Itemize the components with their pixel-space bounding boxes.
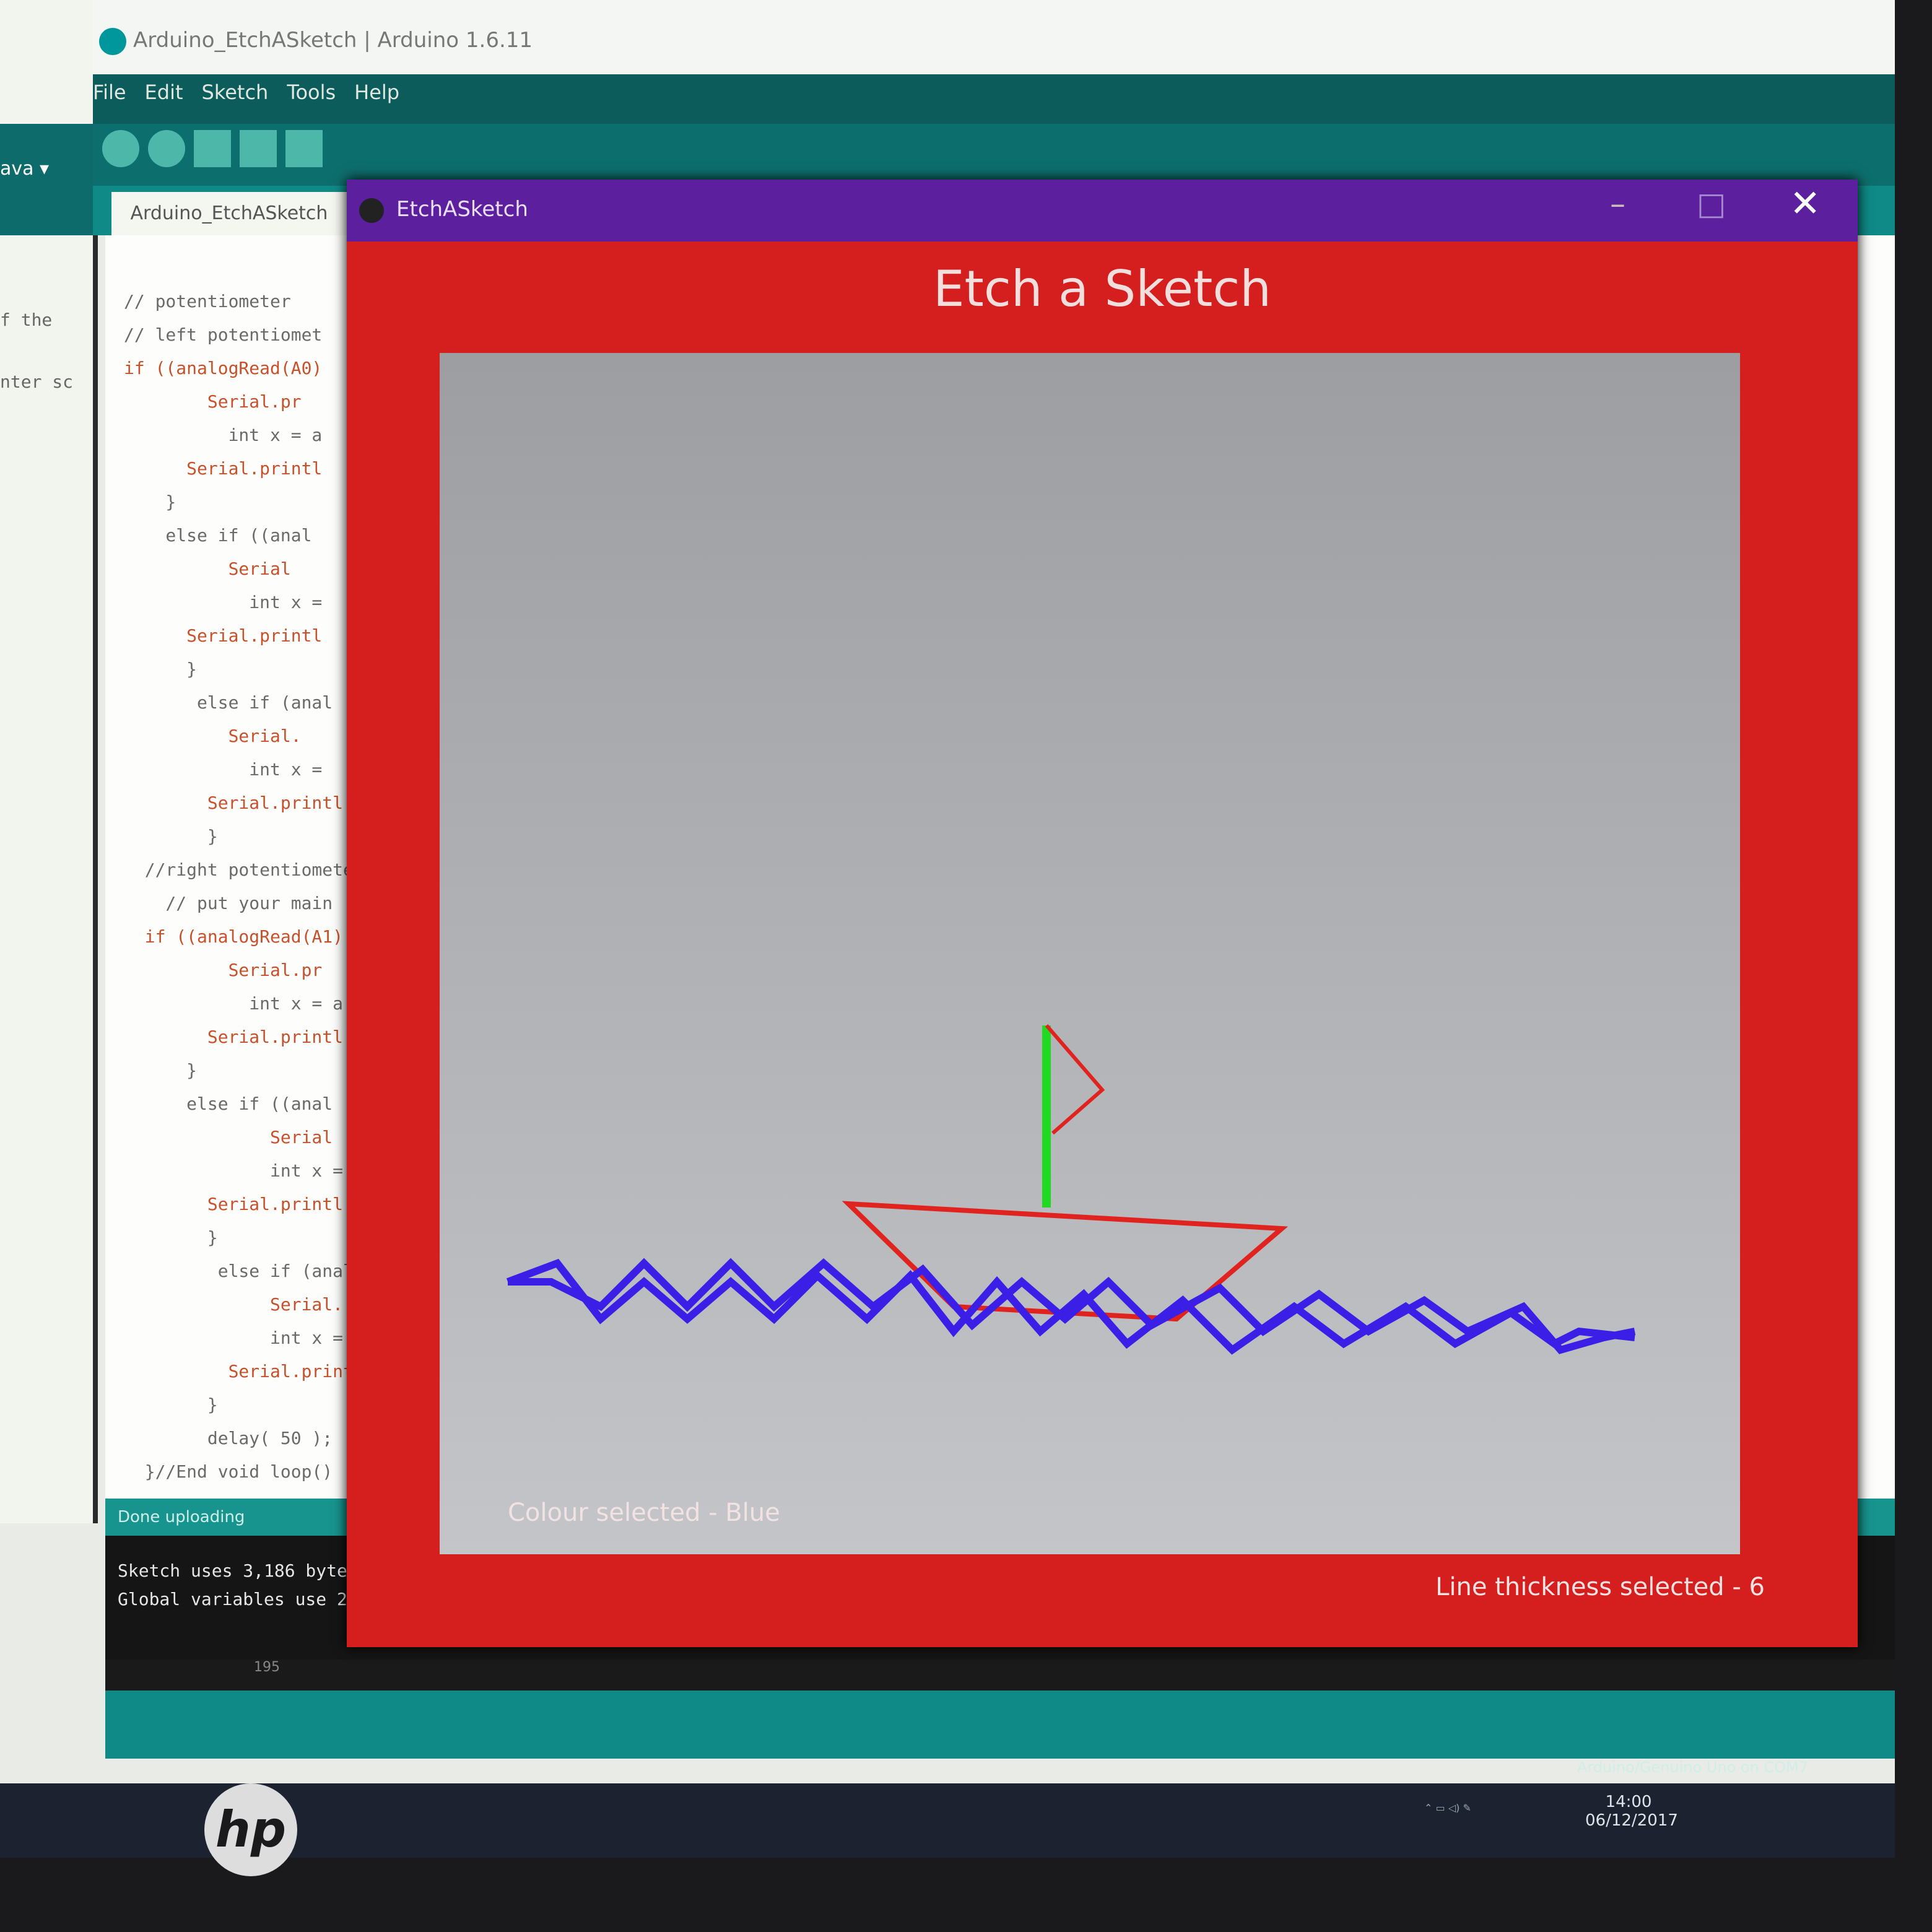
code-line: } [124,826,218,846]
code-line: // potentiometer [124,291,291,311]
date: 06/12/2017 [1585,1811,1678,1830]
side-window [0,0,98,1523]
thickness-label: Line thickness selected - 6 [1435,1573,1765,1601]
code-line: int x = [124,592,323,612]
ide-titlebar [93,0,1895,74]
open-button[interactable] [240,130,277,167]
code-line: delay( 50 ); [124,1428,333,1448]
taskbar [0,1783,1895,1858]
side-toolbar [0,124,93,235]
sketch-window-title: EtchASketch [396,197,528,222]
toolbar-buttons [102,130,323,167]
code-line: // put your main [124,893,333,913]
code-line: Serial. [124,1294,344,1315]
heading: Etch a Sketch [933,260,1271,318]
menu-item[interactable]: Help [354,80,400,104]
tab[interactable]: Arduino_EtchASketch [111,192,347,235]
tray-icons[interactable]: ⌃ ▭ ◁) ✎ [1424,1802,1471,1814]
side-dropdown[interactable]: ava ▾ [0,158,50,180]
code-line: // left potentiomet [124,324,323,345]
line-number-text: 195 [254,1660,280,1675]
code-line: Serial.printl [124,1361,364,1382]
canvas-bg [440,353,1740,1554]
code-line: Serial.pr [124,960,323,980]
flag [1045,1024,1105,1135]
line-number: 195 [105,1660,1895,1690]
code-line: else if ((anal [124,1094,333,1114]
maximize-button[interactable]: □ [1697,186,1726,222]
code-line: Serial.pr [124,391,302,412]
menu: File Edit Sketch Tools Help [93,80,399,104]
monitor-logo: hp [204,1783,297,1876]
code-line: } [124,659,198,679]
code-line: } [124,1227,218,1248]
time: 14:00 [1605,1793,1652,1811]
code-line: else if ((anal [124,525,312,546]
code-line: } [124,492,176,512]
code-line: Serial.printl [124,793,344,813]
code-line: Serial.printl [124,458,323,479]
code-line: int x = [124,759,323,780]
board-info: Arduino/Genuino Uno on COM7 [1577,1759,1808,1776]
code-line: Serial.printl [124,625,323,646]
colour-label: Colour selected - Blue [508,1499,780,1527]
wave-line [506,1258,1635,1355]
code-line: else if (anal [124,1261,354,1281]
code-line: }//End void loop() [124,1461,333,1482]
code-line: Serial.printl [124,1194,344,1214]
code-line: Serial.printl [124,1027,344,1047]
code-line: } [124,1060,198,1081]
menu-item[interactable]: Tools [287,80,336,104]
sketch-canvas [440,353,1740,1554]
code-line: int x = a [124,993,344,1014]
code-line: int x = [124,1328,344,1348]
code-line: } [124,1395,218,1415]
sketch-window: EtchASketch – □ ✕ Etch a Sketch Colour s… [347,180,1858,1647]
save-button[interactable] [285,130,323,167]
menu-item[interactable]: Sketch [201,80,269,104]
wave-line [508,1258,1636,1354]
code-line: if ((analogRead(A1) [124,926,344,947]
clock[interactable]: 14:00 06/12/2017 [1585,1793,1678,1830]
menu-bar [93,74,1895,124]
new-button[interactable] [194,130,231,167]
toolbar [93,124,1895,186]
screen: ava ▾ f the nter sc Arduino_EtchASketch … [0,0,1895,1858]
app-icon [99,28,126,55]
side-text: f the [0,310,53,330]
window-icon [359,198,384,223]
code-line: Serial. [124,726,302,746]
code-line: int x = [124,1160,344,1181]
code-line: int x = a [124,425,323,445]
code-line: Serial [124,1127,333,1147]
status: Done uploading [118,1508,245,1526]
menu-item[interactable]: File [93,80,126,104]
code-line: else if (anal [124,692,333,713]
code-line: if ((analogRead(A0) [124,358,323,378]
side-text: nter sc [0,372,74,392]
code-line: Serial [124,559,291,579]
footer [105,1690,1895,1759]
ide-title: Arduino_EtchASketch | Arduino 1.6.11 [133,28,533,53]
sketch-titlebar [347,180,1858,242]
upload-button[interactable] [148,130,185,167]
close-button[interactable]: ✕ [1790,182,1821,225]
menu-item[interactable]: Edit [144,80,183,104]
minimize-button[interactable]: – [1610,186,1625,222]
code-line: //right potentiomete [124,859,354,880]
verify-button[interactable] [102,130,139,167]
